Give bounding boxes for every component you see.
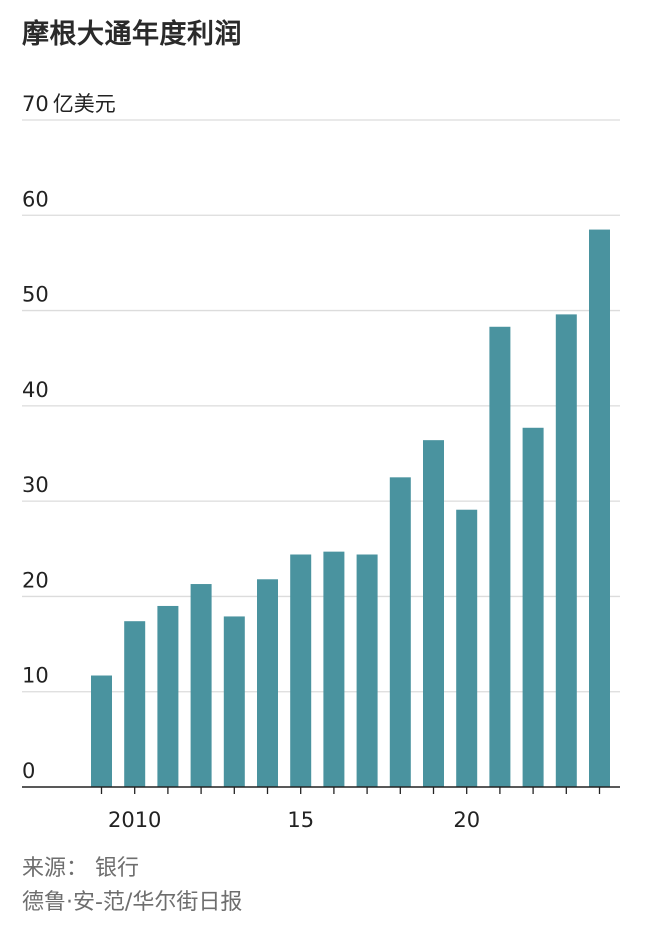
tick-labels: 0 10 20 30 40 50 60 70 亿美元 2010 15 20 <box>22 92 480 832</box>
y-tick-label: 20 <box>22 568 49 592</box>
axes <box>22 786 620 794</box>
bar <box>223 616 245 787</box>
bar <box>555 314 577 787</box>
bar <box>423 440 444 787</box>
gridlines <box>22 119 620 693</box>
bars <box>91 229 610 788</box>
y-tick-label: 70 亿美元 <box>22 92 116 116</box>
bar <box>290 554 312 787</box>
y-tick-label: 60 <box>22 187 49 211</box>
y-tick-label: 0 <box>22 759 35 783</box>
bar <box>522 427 544 787</box>
y-tick-label: 30 <box>22 473 49 497</box>
x-tick-label: 20 <box>453 808 480 832</box>
bar <box>356 554 378 787</box>
bar <box>489 326 511 787</box>
bar <box>91 675 112 787</box>
bar <box>456 509 478 787</box>
x-tick-label: 2010 <box>108 808 161 832</box>
y-tick-label: 10 <box>22 664 49 688</box>
bar <box>257 579 278 787</box>
bar <box>323 551 345 787</box>
bar <box>124 621 146 787</box>
bar <box>157 605 179 787</box>
chart-title: 摩根大通年度利润 <box>22 19 242 50</box>
source-line: 来源： 银行 <box>22 856 139 881</box>
y-tick-label: 50 <box>22 283 49 307</box>
y-tick-label: 40 <box>22 378 49 402</box>
bar <box>190 584 212 787</box>
x-tick-label: 15 <box>287 808 314 832</box>
bar-chart: 0 10 20 30 40 50 60 70 亿美元 2010 15 20 <box>22 92 620 832</box>
source-note: 来源： 银行 德鲁·安-范/华尔街日报 <box>22 852 242 920</box>
bar <box>389 477 411 787</box>
y-unit-label: 亿美元 <box>53 92 116 116</box>
bar <box>589 229 610 788</box>
credit-line: 德鲁·安-范/华尔街日报 <box>22 890 243 915</box>
